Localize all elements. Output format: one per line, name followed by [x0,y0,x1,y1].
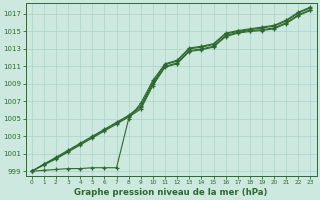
X-axis label: Graphe pression niveau de la mer (hPa): Graphe pression niveau de la mer (hPa) [74,188,268,197]
